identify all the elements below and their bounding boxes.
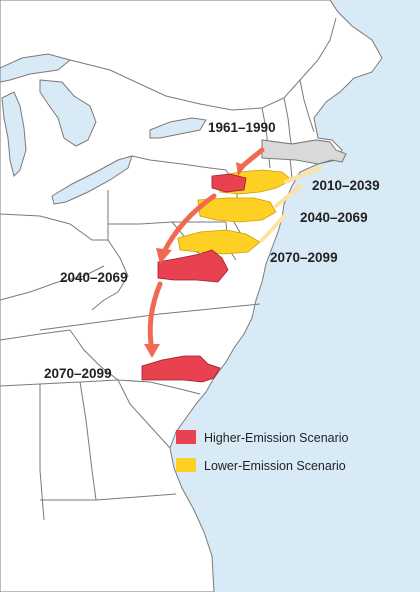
lower-2070-2099-shape xyxy=(177,229,261,255)
border-vt-nh xyxy=(283,97,293,149)
higher-2010-2039-shape xyxy=(211,173,247,193)
label-higher-2040: 2040–2069 xyxy=(60,270,128,285)
border-va-nc xyxy=(39,303,261,331)
lower-arrow-3 xyxy=(260,214,286,242)
border-tn-south xyxy=(0,379,119,387)
higher-2070-2099-shape xyxy=(141,355,221,383)
border-nc-sc xyxy=(117,379,201,395)
label-higher-2070: 2070–2099 xyxy=(44,366,112,381)
higher-2040-2069-shape xyxy=(157,249,229,283)
legend-label-higher: Higher-Emission Scenario xyxy=(204,431,349,445)
higher-arrow-head-2 xyxy=(156,248,172,264)
legend-swatch-lower xyxy=(176,458,196,472)
lake-huron xyxy=(39,79,97,147)
lower-arrow-1 xyxy=(284,166,322,184)
lake-superior xyxy=(0,53,72,83)
label-lower-2070: 2070–2099 xyxy=(270,250,338,265)
border-canada-us xyxy=(69,17,337,111)
border-ct-ri xyxy=(289,157,293,179)
border-ga-fl xyxy=(40,493,177,501)
label-lower-2010: 2010–2039 xyxy=(312,178,380,193)
border-ny-pa xyxy=(131,155,227,171)
border-nh-me xyxy=(299,79,315,133)
label-baseline: 1961–1990 xyxy=(208,120,276,135)
border-ga-al xyxy=(79,381,97,501)
border-ky-tn xyxy=(0,329,71,341)
border-oh-wv xyxy=(0,213,108,241)
baseline-state xyxy=(261,139,347,165)
border-al-ms xyxy=(39,384,45,521)
border-wv-va xyxy=(91,239,129,311)
lower-arrow-2 xyxy=(274,184,302,208)
legend-swatch-higher xyxy=(176,430,196,444)
lower-2040-2069-shape xyxy=(197,197,277,223)
lower-emission-arrows xyxy=(260,166,322,242)
border-sc-ga xyxy=(117,379,171,449)
lake-erie xyxy=(51,155,133,205)
border-oh-ky xyxy=(0,265,105,301)
lake-ontario xyxy=(149,117,207,139)
legend: Higher-Emission Scenario Lower-Emission … xyxy=(176,430,349,473)
higher-arrow-2 xyxy=(161,193,217,255)
higher-arrow-head-1 xyxy=(236,162,246,176)
lake-michigan xyxy=(1,91,27,177)
legend-label-lower: Lower-Emission Scenario xyxy=(204,459,346,473)
border-tn-nc xyxy=(69,329,119,381)
higher-arrow-head-3 xyxy=(144,344,160,358)
label-lower-2040: 2040–2069 xyxy=(300,210,368,225)
